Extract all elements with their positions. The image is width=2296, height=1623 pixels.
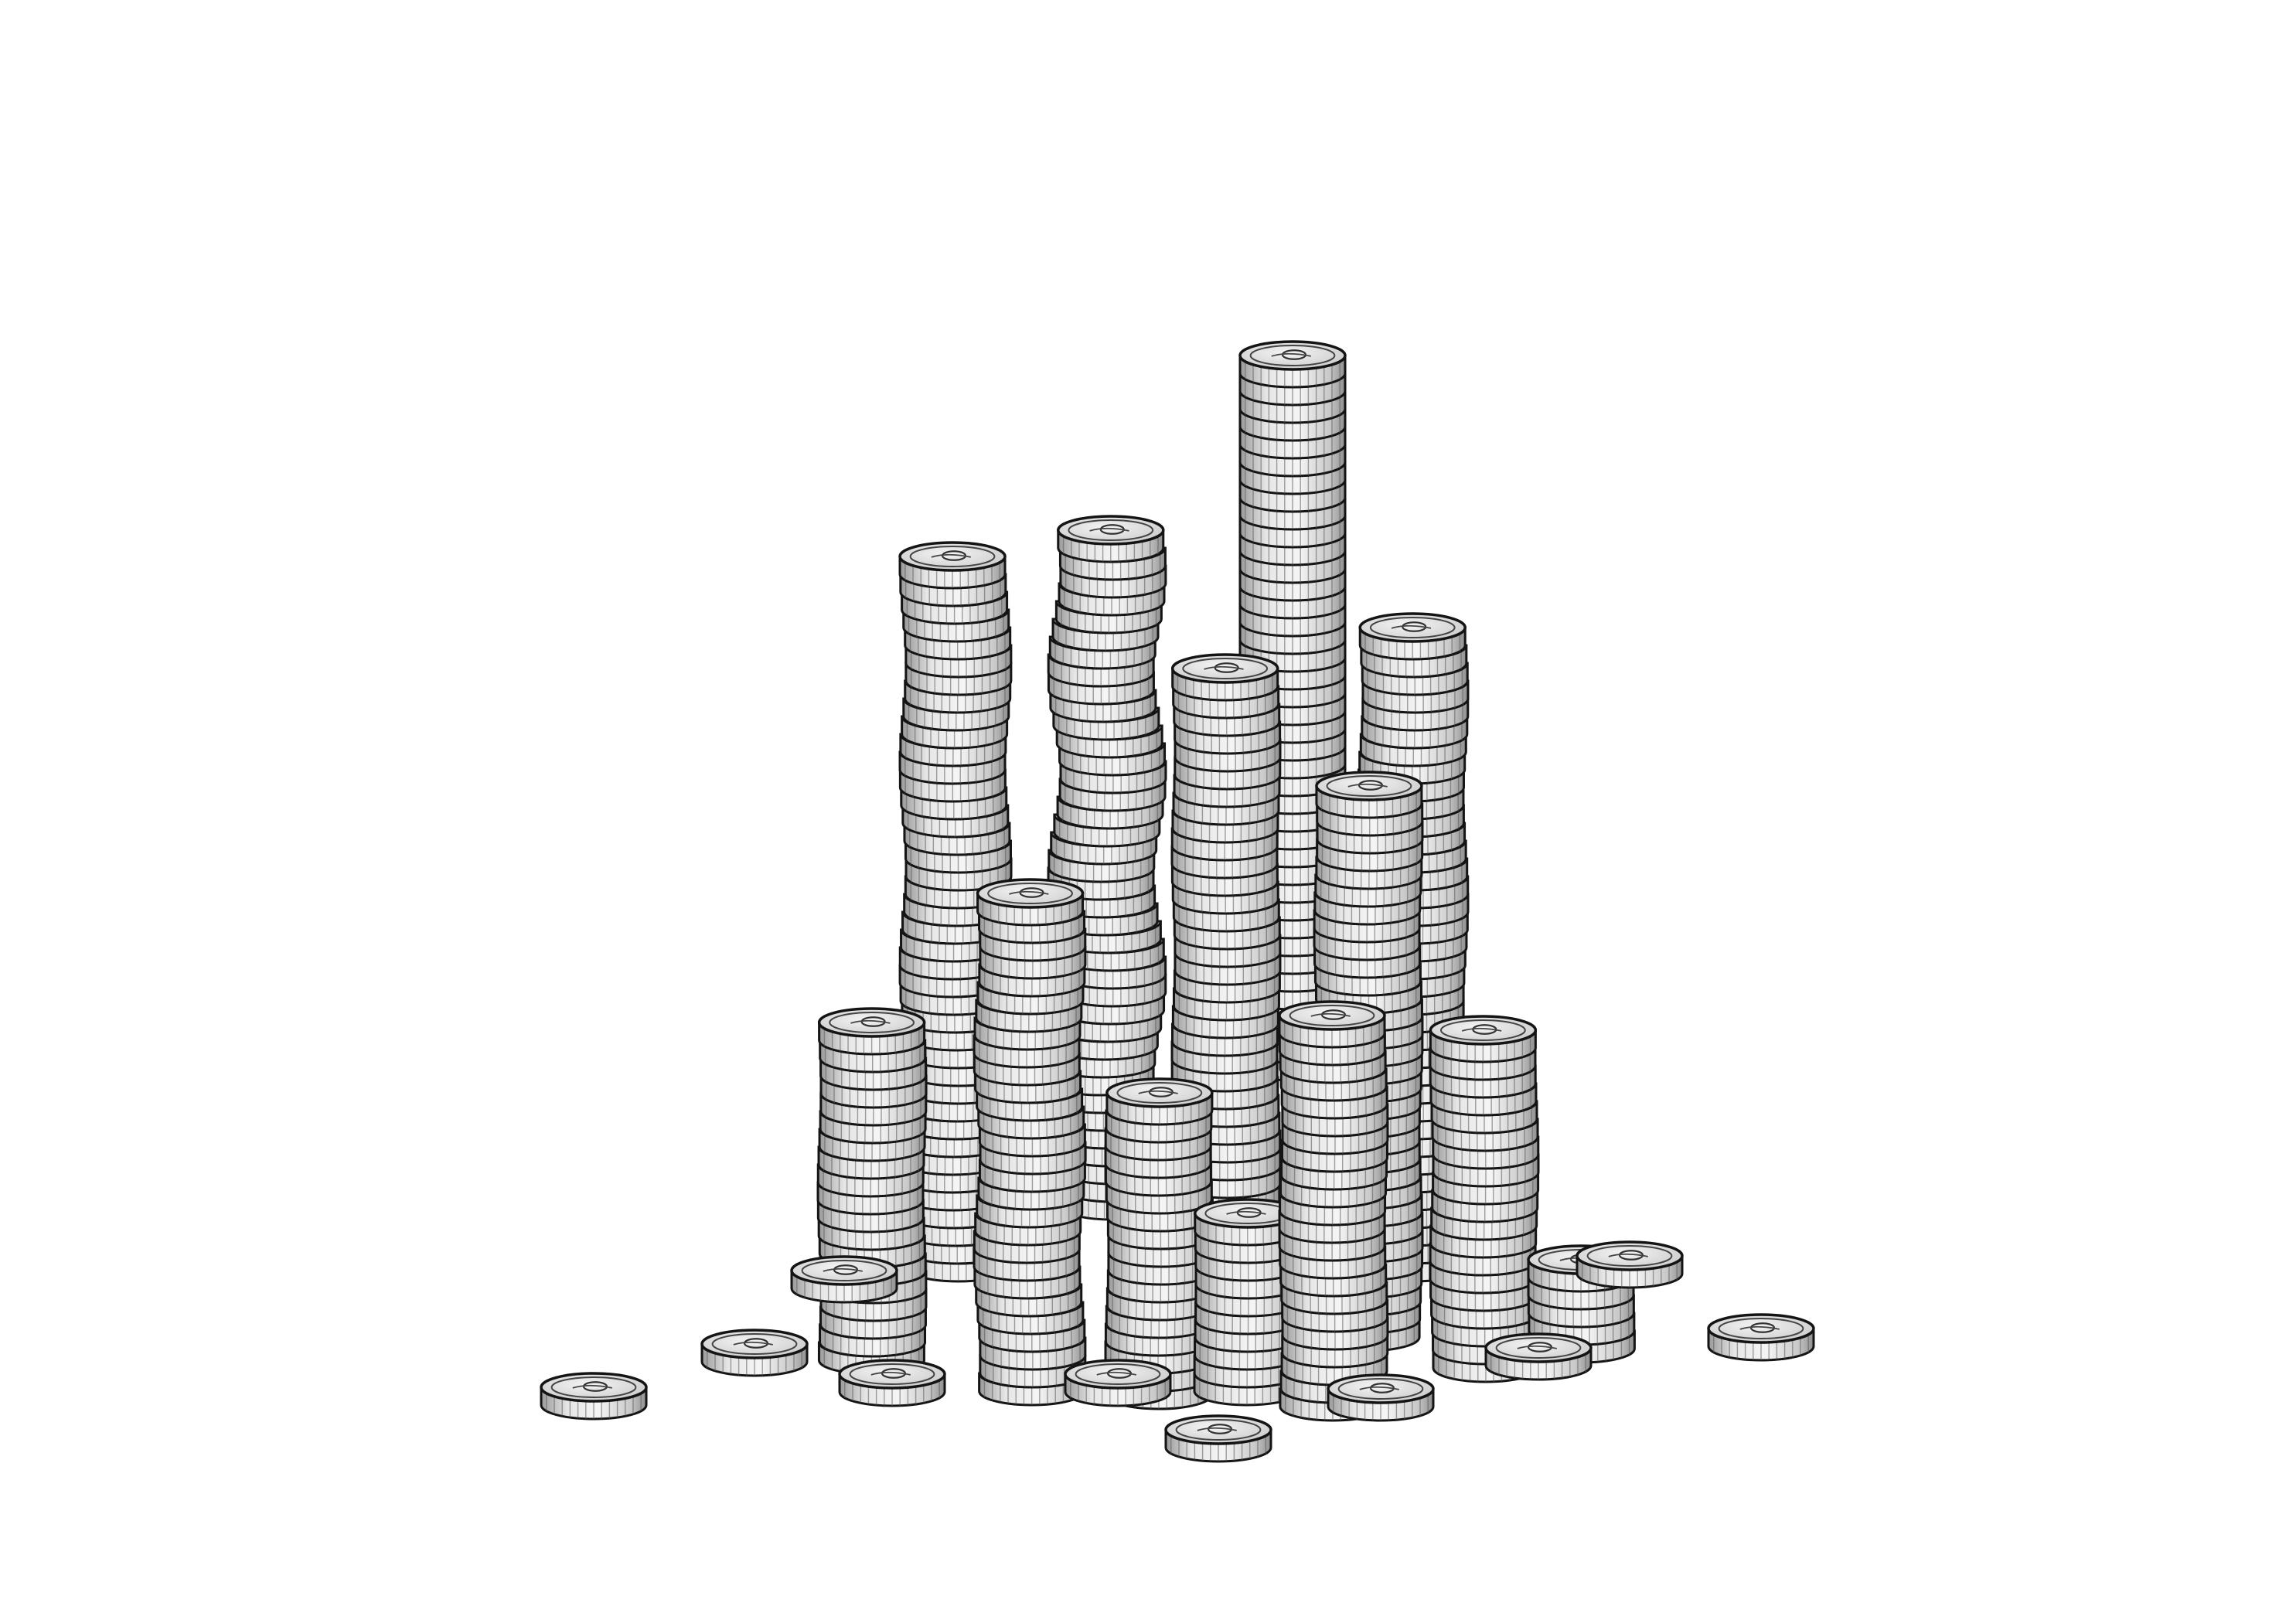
loose-coin	[540, 1372, 648, 1421]
loose-coin	[700, 1329, 809, 1377]
loose-coin	[790, 1255, 898, 1304]
coin-stack	[1278, 1000, 1389, 1422]
coin-stacks-group	[816, 340, 1636, 1422]
coin-stack	[1193, 1198, 1303, 1407]
loose-coin	[1707, 1313, 1815, 1362]
loose-coin	[1164, 1414, 1272, 1463]
loose-coin	[1064, 1359, 1172, 1407]
loose-coins-group	[540, 1240, 1815, 1463]
loose-coin	[1327, 1373, 1435, 1422]
loose-coin	[838, 1359, 946, 1407]
coin-stack	[1429, 1015, 1540, 1383]
loose-coin	[1484, 1332, 1593, 1381]
coin-stack	[973, 878, 1087, 1407]
loose-coin	[1576, 1240, 1684, 1289]
coin-stack	[816, 1007, 928, 1376]
coin-stack	[1104, 1077, 1215, 1410]
